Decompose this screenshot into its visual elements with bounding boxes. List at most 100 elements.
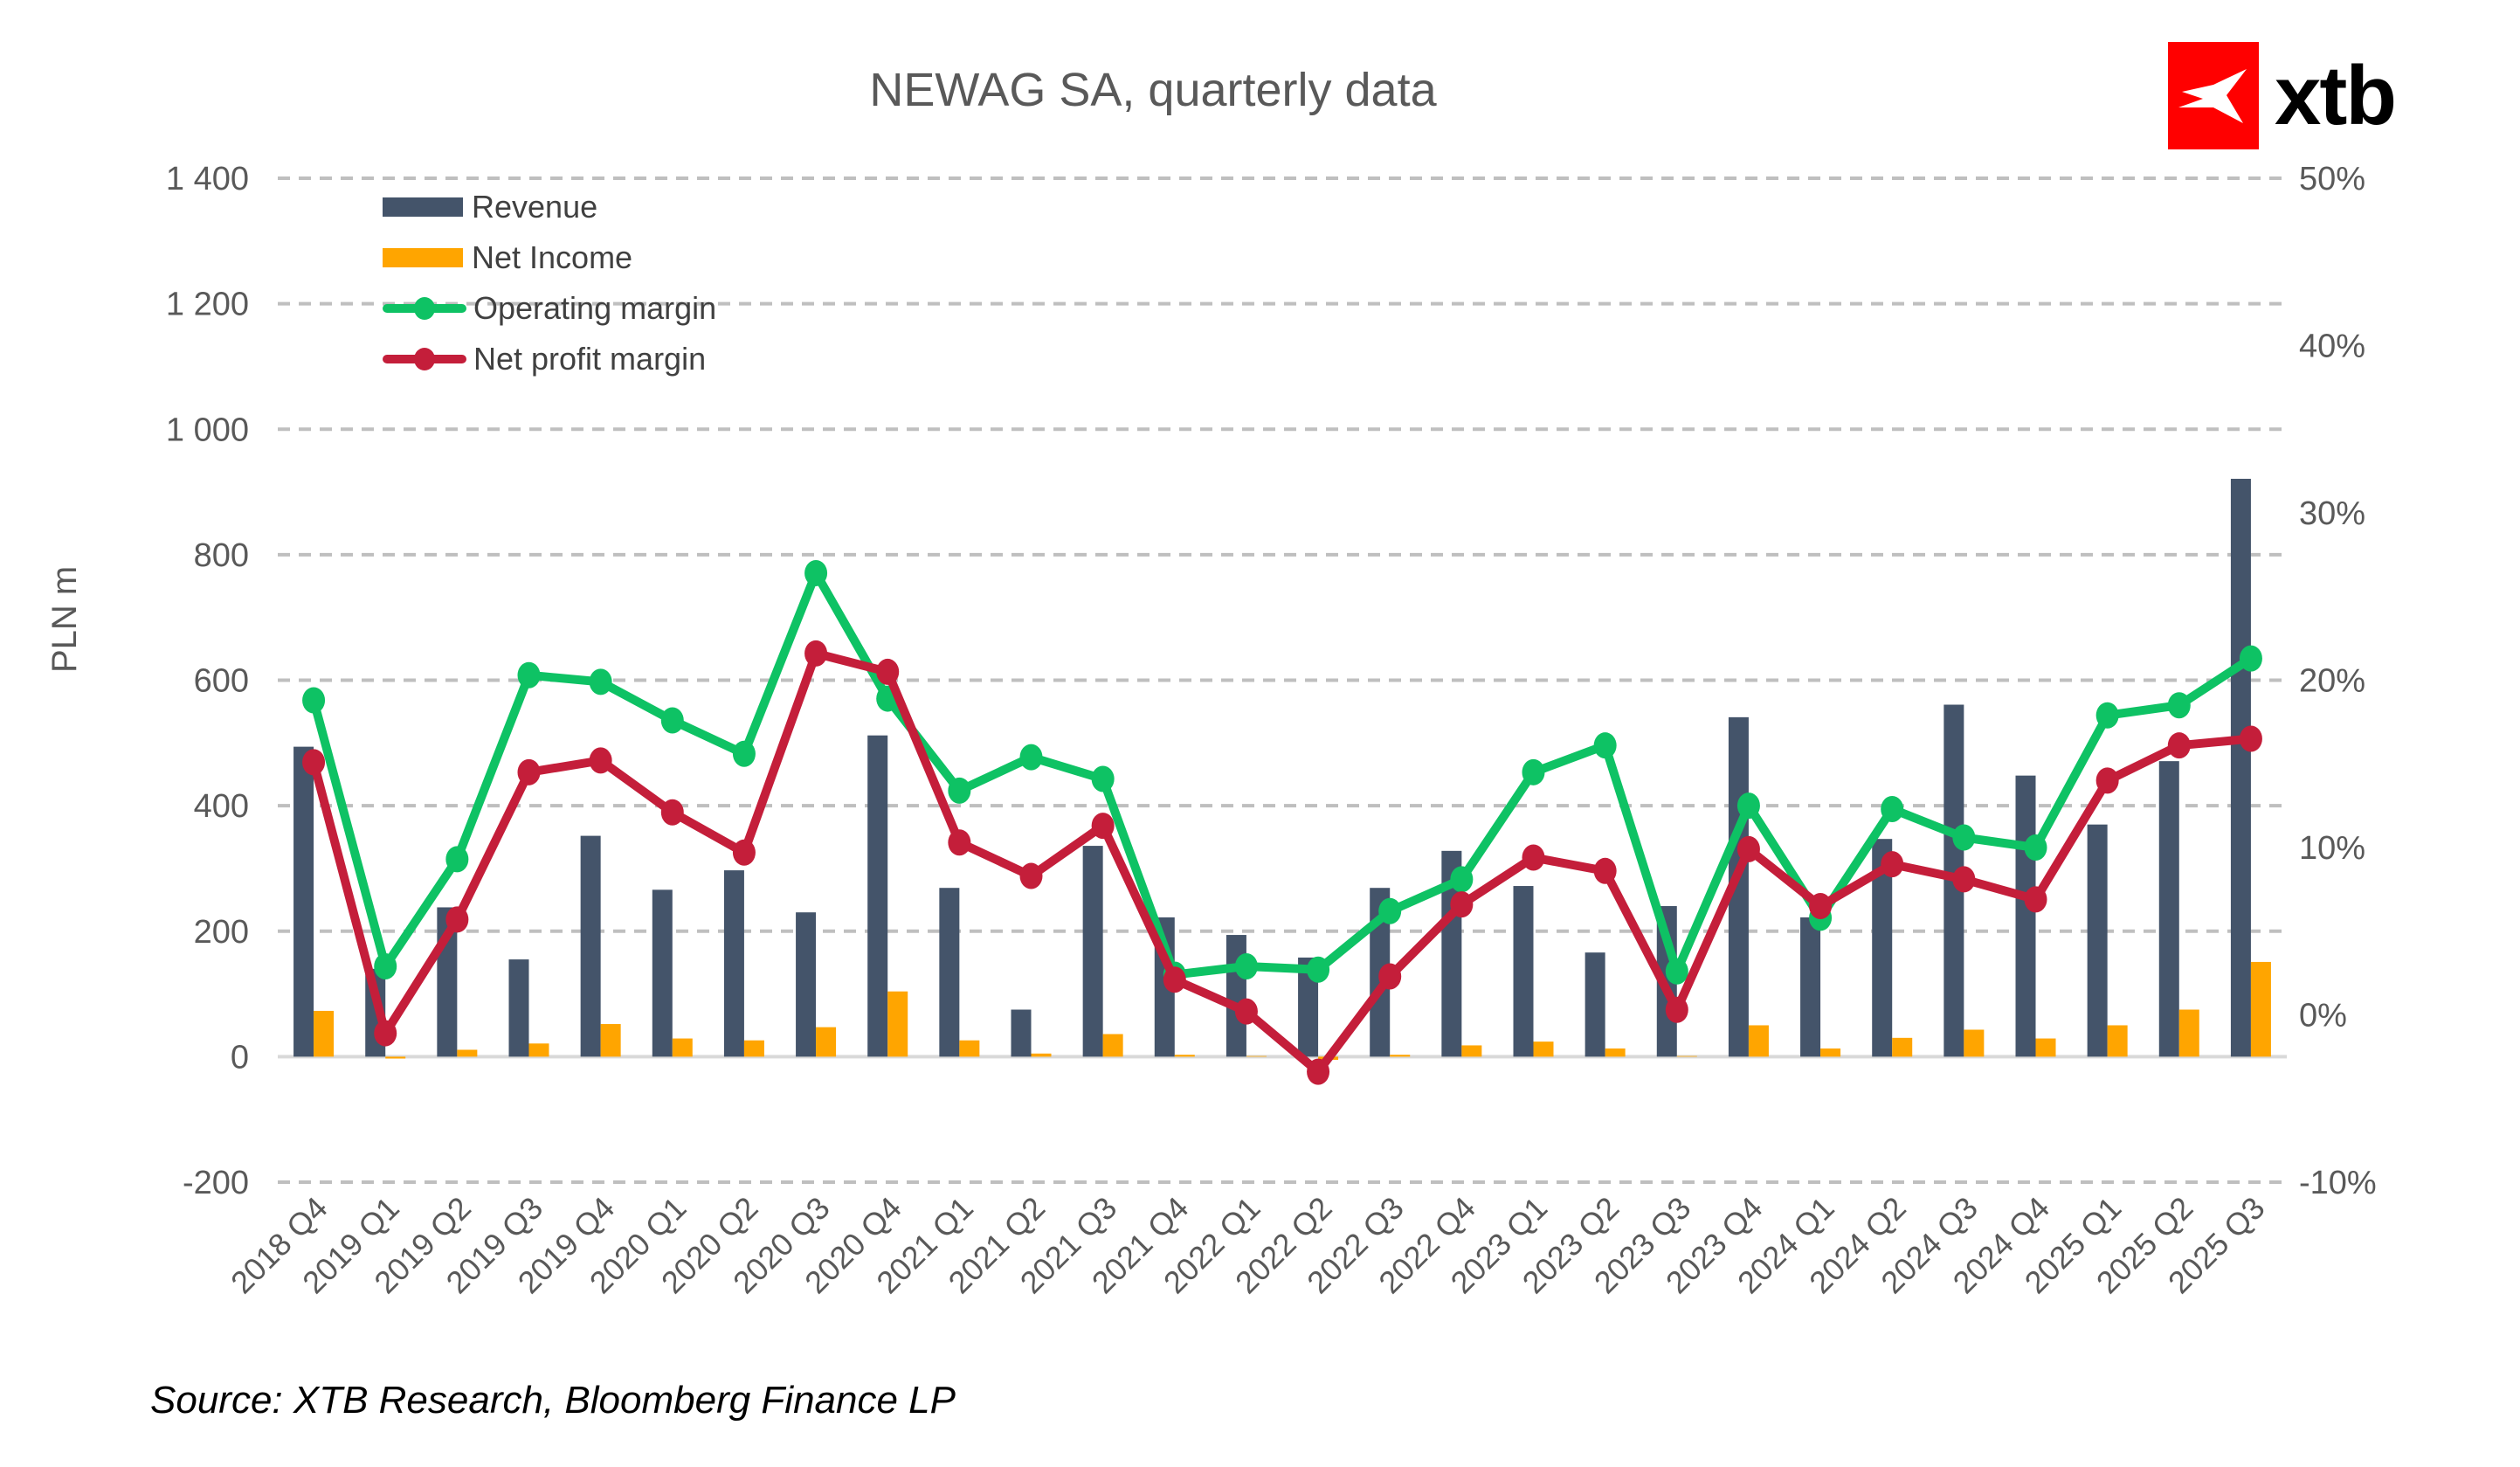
legend-label: Operating margin [473, 290, 717, 326]
point-operating-margin [1450, 866, 1474, 893]
point-operating-margin [1952, 824, 1976, 851]
point-net-profit-margin [1809, 893, 1833, 920]
bar-net-income [1390, 1055, 1411, 1057]
bar-net-income [743, 1040, 764, 1057]
point-net-profit-margin [589, 747, 612, 774]
bar-net-income [2250, 961, 2271, 1057]
bar-net-income [1246, 1055, 1267, 1057]
bar-net-income [2107, 1025, 2128, 1057]
legend-swatch-net-income [383, 248, 463, 267]
bar-net-income [959, 1040, 980, 1057]
y-tick-label: 800 [194, 537, 249, 574]
point-operating-margin [732, 740, 756, 767]
bar-revenue [1225, 935, 1246, 1057]
point-net-profit-margin [804, 640, 828, 667]
point-net-profit-margin [1163, 966, 1186, 993]
point-operating-margin [302, 687, 326, 714]
bar-net-income [600, 1024, 621, 1057]
bar-net-income [887, 991, 908, 1057]
point-operating-margin [1019, 744, 1043, 771]
point-net-profit-margin [302, 749, 326, 776]
bar-net-income [1748, 1025, 1769, 1057]
bar-revenue [796, 912, 817, 1057]
point-net-profit-margin [2239, 725, 2262, 752]
point-net-profit-margin [948, 829, 971, 856]
legend-item-revenue[interactable]: Revenue [383, 182, 716, 232]
xtb-logo: xtb [2168, 42, 2397, 149]
point-operating-margin [2095, 702, 2119, 729]
bar-net-income [1461, 1045, 1482, 1057]
point-operating-margin [1307, 956, 1330, 983]
point-operating-margin [1736, 792, 1760, 820]
xtb-x-icon [2168, 42, 2259, 149]
point-operating-margin [660, 707, 684, 734]
bar-revenue [580, 835, 601, 1057]
bar-net-income [457, 1049, 478, 1057]
bar-net-income [1676, 1055, 1697, 1057]
legend: Revenue Net Income Operating margin Net … [383, 182, 716, 384]
line-net-profit-margin [309, 648, 2255, 1076]
bar-revenue [867, 735, 888, 1057]
point-operating-margin [2024, 834, 2047, 861]
bar-revenue [1298, 957, 1319, 1057]
chart-title: NEWAG SA, quarterly data [869, 64, 1437, 116]
bar-net-income [314, 1010, 335, 1057]
point-net-profit-margin [2095, 767, 2119, 794]
point-operating-margin [804, 559, 828, 586]
bar-revenue [1082, 846, 1103, 1057]
point-net-profit-margin [1881, 851, 1904, 878]
point-net-profit-margin [876, 658, 900, 685]
point-net-profit-margin [1234, 998, 1258, 1025]
point-net-profit-margin [2024, 886, 2047, 913]
y2-tick-label: 10% [2299, 830, 2365, 867]
point-net-profit-margin [1593, 857, 1617, 884]
point-net-profit-margin [1307, 1058, 1330, 1085]
point-net-profit-margin [1378, 963, 1402, 990]
bar-revenue [652, 889, 673, 1057]
y-tick-label: 200 [194, 914, 249, 951]
y-tick-label: 1 000 [166, 412, 249, 448]
bar-revenue [508, 959, 529, 1057]
bar-net-income [1533, 1041, 1554, 1057]
point-net-profit-margin [1019, 862, 1043, 889]
xtb-logo-text: xtb [2275, 48, 2397, 142]
point-operating-margin [1234, 952, 1258, 979]
line-operating-margin [309, 568, 2255, 979]
point-net-profit-margin [445, 906, 469, 933]
bar-revenue [2158, 761, 2179, 1057]
point-operating-margin [948, 777, 971, 804]
y2-tick-label: 0% [2299, 998, 2347, 1035]
point-net-profit-margin [1952, 866, 1976, 893]
bar-net-income [1102, 1034, 1123, 1057]
bar-net-income [1174, 1055, 1195, 1057]
point-operating-margin [374, 952, 397, 979]
bar-net-income [528, 1043, 549, 1057]
point-operating-margin [1665, 958, 1688, 985]
point-operating-margin [589, 668, 612, 695]
bar-revenue [939, 888, 960, 1057]
bar-net-income [2035, 1038, 2056, 1057]
bar-revenue [1584, 952, 1605, 1057]
y2-tick-label: 50% [2299, 161, 2365, 197]
legend-label: Net profit margin [473, 341, 707, 377]
point-operating-margin [445, 846, 469, 873]
point-net-profit-margin [1450, 891, 1474, 918]
legend-item-net-income[interactable]: Net Income [383, 232, 716, 283]
point-net-profit-margin [1522, 844, 1545, 871]
legend-item-operating-margin[interactable]: Operating margin [383, 283, 716, 334]
legend-item-net-profit-margin[interactable]: Net profit margin [383, 334, 716, 384]
point-net-profit-margin [374, 1020, 397, 1047]
legend-swatch-revenue [383, 197, 463, 217]
point-operating-margin [517, 661, 541, 689]
bar-revenue [2015, 775, 2036, 1057]
bar-revenue [293, 746, 314, 1057]
bar-revenue [1800, 917, 1821, 1057]
bar-revenue [723, 870, 744, 1057]
point-operating-margin [1378, 897, 1402, 924]
legend-line-net-profit-margin [383, 348, 466, 370]
bar-revenue [1513, 886, 1534, 1057]
y-tick-label: 400 [194, 788, 249, 825]
y-tick-label: 1 200 [166, 287, 249, 323]
point-net-profit-margin [1736, 835, 1760, 862]
y2-tick-label: 20% [2299, 663, 2365, 700]
